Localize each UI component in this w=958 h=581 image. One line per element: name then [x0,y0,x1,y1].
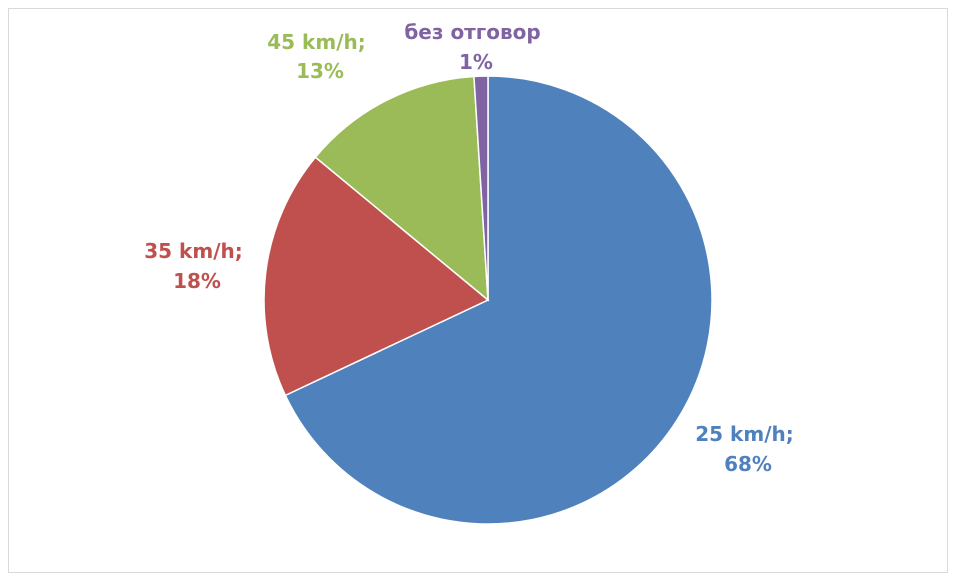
pie-slices [263,75,713,525]
slice-label-35kmh-value: 18% [173,269,221,293]
pie-slice-45-km-h [314,75,489,302]
slice-label-25kmh-value: 68% [724,452,772,476]
slice-label-25kmh-name: 25 km/h; [695,422,793,446]
slice-label-no-answer-value: 1% [459,50,493,74]
pie-slice-без-отговор [473,75,489,301]
pie-slice-25-km-h [284,75,713,525]
slice-label-45kmh: 45 km/h; 13% [267,30,372,83]
slice-labels: 25 km/h; 68% 35 km/h; 18% 45 km/h; 13% б… [144,20,800,476]
slice-label-25kmh: 25 km/h; 68% [695,422,800,476]
pie-slice-35-km-h [263,156,490,397]
slice-label-35kmh-name: 35 km/h; [144,239,242,263]
slice-label-35kmh: 35 km/h; 18% [144,239,249,293]
slice-label-45kmh-name: 45 km/h; [267,30,365,54]
slice-label-45kmh-value: 13% [296,59,344,83]
slice-label-no-answer: без отговор 1% [404,20,547,74]
slice-label-no-answer-name: без отговор [404,20,540,44]
